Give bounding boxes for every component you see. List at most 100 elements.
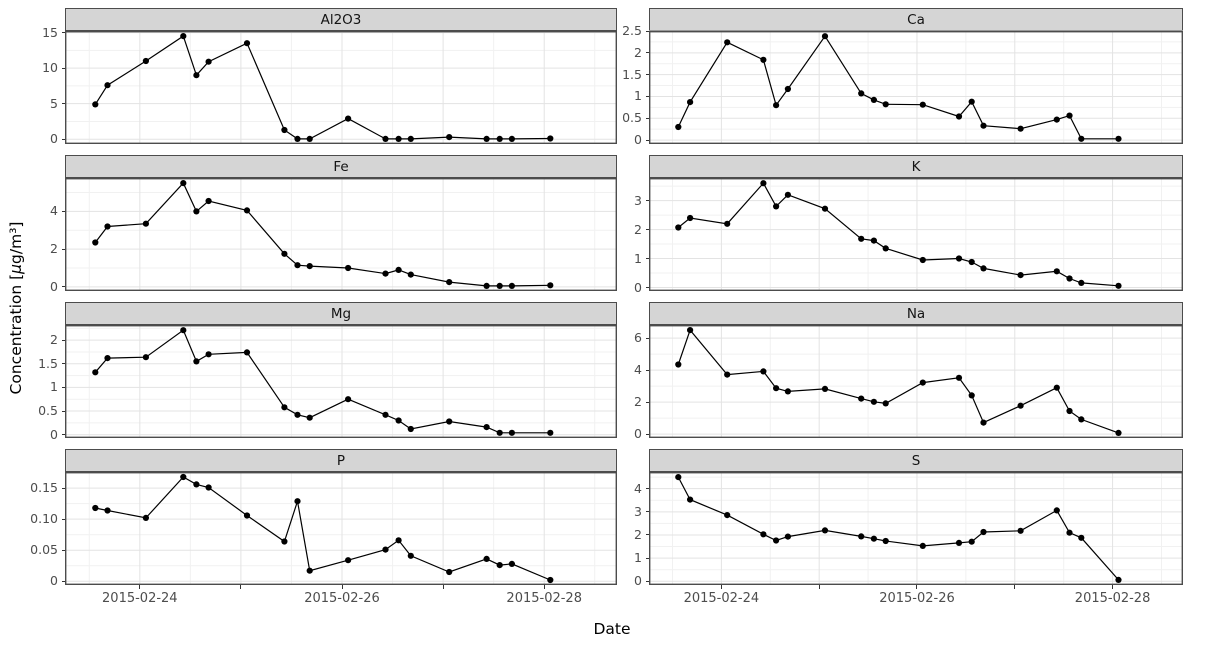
y-tick-mark [645,433,649,435]
data-point [382,135,389,142]
x-tick-label: 2015-02-28 [1074,591,1151,606]
facet-title: S [911,452,921,469]
data-point [1078,135,1085,142]
x-tick-label: 2015-02-28 [506,591,582,606]
y-tick-label: 2 [634,221,642,237]
y-tick-mark [645,580,649,582]
data-point [773,537,780,544]
y-tick-mark [645,557,649,559]
data-point [496,282,503,289]
data-point [1078,279,1085,286]
data-point [496,429,503,436]
data-point [858,395,865,402]
data-point [205,484,212,491]
facet-panel-fe [64,177,617,291]
y-tick-mark [61,32,65,34]
data-point [955,255,963,262]
data-point [968,392,975,399]
y-tick-label: 1 [50,379,58,395]
x-tick-label: 2015-02-24 [102,591,178,606]
y-tick-label: 3 [634,503,642,519]
data-point [92,504,99,512]
data-point [1017,125,1024,132]
facet-title: Ca [907,11,925,28]
data-point [919,101,926,108]
panel-background [65,31,617,144]
data-point [968,538,975,545]
panel-border [64,30,617,144]
y-tick-label: 1 [634,550,642,566]
y-tick-mark [61,248,65,250]
data-point [306,414,313,421]
data-point [955,539,963,546]
data-point [547,429,554,436]
data-point [395,537,402,544]
data-point [1078,534,1085,541]
panel-border [64,177,617,291]
y-tick-mark [645,401,649,403]
facet-panel-al2o3 [64,30,617,144]
data-point [980,419,987,426]
y-tick-label: 0.5 [38,403,58,419]
data-point [1115,282,1122,289]
y-tick-label: 0.10 [30,511,58,527]
y-tick-label: 0.5 [622,110,642,126]
panel-border [648,471,1183,585]
data-point [773,102,780,109]
y-tick-label: 4 [634,362,642,378]
data-point [345,557,352,564]
y-tick-mark [645,95,649,97]
data-point [142,57,149,65]
y-tick-label: 4 [50,203,58,219]
y-tick-mark [645,369,649,371]
data-point [724,371,731,378]
y-tick-mark [61,67,65,69]
panel-background [649,325,1183,438]
y-tick-mark [61,518,65,520]
data-point [294,411,301,418]
data-point [773,203,780,210]
data-point [483,135,490,142]
x-tick-label: 2015-02-26 [879,591,955,606]
data-point [882,245,889,252]
data-point [382,270,389,277]
y-tick-label: 0 [50,573,58,589]
x-tick-mark [916,585,918,589]
data-point [92,369,99,376]
data-point [483,424,490,431]
y-tick-mark [61,286,65,288]
x-axis-title: Date [593,620,631,638]
x-tick-mark [442,585,444,589]
data-point [104,507,111,514]
data-point [760,180,767,187]
data-point [919,542,926,549]
x-tick-mark [1112,585,1114,589]
data-point [243,512,251,519]
y-tick-label: 3 [634,192,642,208]
facet-panel-s [648,471,1183,585]
panel-background [65,472,617,585]
data-point [1078,416,1085,423]
data-point [92,239,99,246]
data-point [205,197,212,205]
data-point [382,411,389,418]
y-tick-mark [645,488,649,490]
y-tick-label: 2 [50,332,58,348]
y-tick-mark [645,200,649,202]
data-point [858,235,865,242]
facet-strip: S [649,449,1183,472]
data-point [547,135,554,142]
y-tick-mark [61,339,65,341]
data-point [345,115,352,122]
data-point [1115,576,1122,583]
y-tick-label: 1.5 [38,355,58,371]
data-point [821,385,829,392]
data-point [407,552,414,559]
y-tick-mark [645,74,649,76]
data-point [395,266,402,273]
data-point [821,33,829,40]
y-tick-mark [61,386,65,388]
data-point [870,96,877,103]
y-tick-label: 0 [50,278,58,294]
